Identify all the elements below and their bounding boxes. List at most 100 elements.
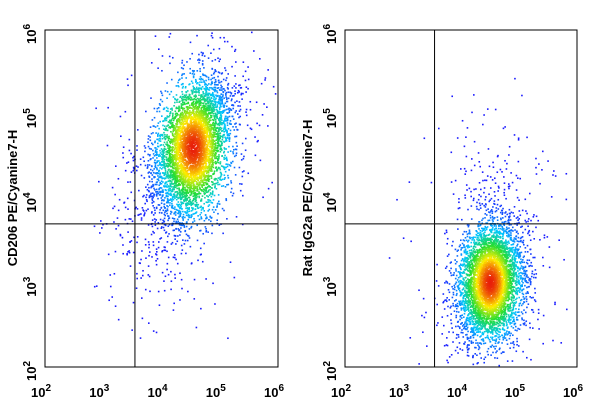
event-dot bbox=[203, 143, 205, 146]
event-dot bbox=[159, 135, 162, 138]
event-dot bbox=[186, 152, 189, 154]
event-dot bbox=[205, 105, 207, 107]
event-dot bbox=[258, 124, 261, 127]
event-dot bbox=[209, 149, 211, 152]
event-dot bbox=[181, 166, 183, 169]
event-dot bbox=[192, 111, 194, 114]
event-dot bbox=[209, 104, 212, 107]
event-dot bbox=[153, 207, 156, 209]
event-dot bbox=[168, 148, 171, 151]
event-dot bbox=[198, 92, 200, 94]
event-dot bbox=[187, 127, 189, 130]
event-dot bbox=[195, 120, 198, 123]
event-dot bbox=[181, 97, 183, 100]
event-dot bbox=[180, 227, 182, 229]
event-dot bbox=[193, 158, 196, 160]
event-dot bbox=[203, 154, 206, 157]
event-dot bbox=[181, 287, 183, 290]
event-dot bbox=[95, 107, 97, 110]
event-dot bbox=[168, 137, 171, 140]
event-dot bbox=[208, 83, 210, 85]
event-dot bbox=[218, 203, 221, 205]
event-dot bbox=[226, 100, 229, 103]
event-dot bbox=[200, 87, 202, 90]
event-dot bbox=[219, 114, 222, 117]
event-dot bbox=[181, 202, 184, 204]
event-dot bbox=[206, 165, 209, 168]
event-dot bbox=[214, 144, 217, 147]
event-dot bbox=[167, 124, 169, 127]
event-dot bbox=[196, 178, 199, 180]
event-dot bbox=[204, 192, 207, 194]
event-dot bbox=[227, 151, 229, 153]
event-dot bbox=[177, 147, 179, 150]
event-dot bbox=[160, 197, 163, 199]
event-dot bbox=[232, 145, 234, 148]
event-dot bbox=[165, 110, 168, 112]
event-dot bbox=[163, 158, 166, 161]
event-dot bbox=[192, 132, 195, 134]
event-dot bbox=[190, 107, 193, 109]
event-dot bbox=[168, 190, 170, 192]
event-dot bbox=[212, 105, 215, 108]
event-dot bbox=[237, 105, 239, 107]
event-dot bbox=[212, 73, 215, 75]
event-dot bbox=[180, 164, 183, 167]
event-dot bbox=[190, 201, 193, 204]
event-dot bbox=[157, 197, 159, 200]
event-dot bbox=[214, 133, 216, 136]
event-dot bbox=[202, 160, 204, 162]
event-dot bbox=[220, 84, 222, 87]
event-dot bbox=[179, 178, 182, 180]
event-dot bbox=[196, 105, 199, 108]
event-dot bbox=[191, 168, 193, 171]
event-dot bbox=[221, 119, 223, 122]
event-dot bbox=[176, 262, 179, 265]
event-dot bbox=[189, 41, 192, 44]
event-dot bbox=[186, 212, 188, 214]
event-dot bbox=[207, 105, 210, 107]
event-dot bbox=[163, 174, 165, 177]
event-dot bbox=[208, 185, 210, 187]
event-dot bbox=[225, 157, 228, 160]
event-dot bbox=[215, 147, 218, 150]
event-dot bbox=[176, 143, 178, 146]
event-dot bbox=[167, 198, 169, 201]
event-dot bbox=[191, 93, 194, 95]
event-dot bbox=[217, 87, 220, 89]
event-dot bbox=[156, 161, 158, 164]
event-dot bbox=[122, 252, 124, 255]
event-dot bbox=[197, 193, 200, 195]
event-dot bbox=[199, 120, 201, 123]
event-dot bbox=[206, 195, 208, 197]
event-dot bbox=[195, 139, 197, 142]
event-dot bbox=[204, 98, 206, 101]
event-dot bbox=[204, 190, 207, 192]
event-dot bbox=[190, 148, 193, 150]
event-dot bbox=[176, 98, 179, 101]
event-dot bbox=[166, 186, 168, 188]
event-dot bbox=[181, 62, 183, 64]
event-dot bbox=[179, 129, 181, 132]
event-dot bbox=[207, 171, 210, 174]
event-dot bbox=[190, 144, 192, 146]
event-dot bbox=[207, 190, 210, 193]
event-dot bbox=[200, 151, 202, 153]
event-dot bbox=[195, 134, 197, 137]
event-dot bbox=[202, 188, 205, 190]
event-dot bbox=[217, 118, 220, 120]
event-dot bbox=[202, 148, 205, 151]
event-dot bbox=[161, 69, 163, 72]
event-dot bbox=[181, 155, 184, 158]
event-dot bbox=[179, 184, 182, 186]
event-dot bbox=[202, 120, 205, 123]
event-dot bbox=[183, 148, 186, 151]
event-dot bbox=[182, 184, 185, 187]
event-dot bbox=[238, 84, 240, 87]
event-dot bbox=[175, 147, 177, 150]
event-dot bbox=[136, 272, 138, 275]
event-dot bbox=[171, 166, 174, 169]
event-dot bbox=[168, 36, 171, 38]
event-dot bbox=[223, 158, 226, 160]
event-dot bbox=[184, 187, 186, 189]
